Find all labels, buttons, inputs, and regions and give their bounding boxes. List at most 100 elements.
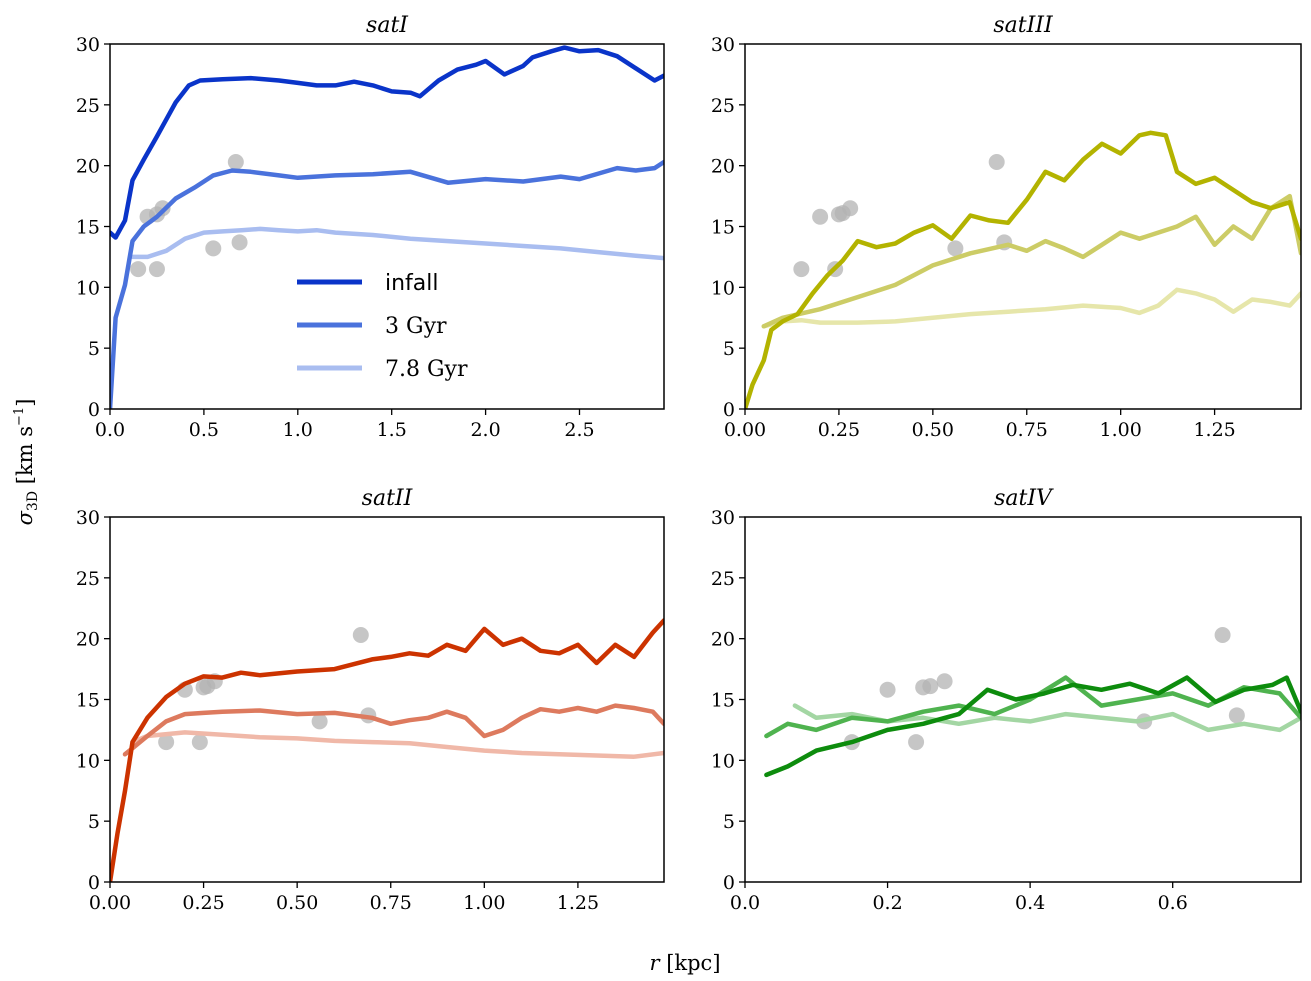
- series-line-infall: [110, 45, 664, 240]
- observed-point: [231, 234, 248, 251]
- observed-point: [158, 734, 175, 751]
- series-line-infall: [745, 130, 1301, 409]
- y-tick-label: 15: [76, 217, 100, 239]
- y-tick-label: 30: [76, 34, 100, 56]
- x-tick-label: 0.25: [818, 419, 860, 441]
- series-lines: [110, 45, 664, 409]
- observed-point: [812, 208, 829, 225]
- y-tick-label: 5: [723, 338, 735, 360]
- x-tick-label: 0.0: [95, 419, 125, 441]
- observed-point: [227, 154, 244, 171]
- series-line-7.8-gyr: [130, 730, 664, 759]
- panel-title: satIII: [993, 13, 1054, 38]
- x-tick-label: 1.00: [1100, 419, 1142, 441]
- x-tick-label: 1.25: [557, 892, 599, 914]
- observed-point: [130, 261, 147, 278]
- observed-point: [922, 678, 939, 695]
- series-line-infall: [764, 675, 1301, 778]
- y-tick-label: 0: [88, 399, 100, 421]
- observed-point: [908, 734, 925, 751]
- series-line-7.8-gyr: [761, 287, 1301, 329]
- y-tick-label: 5: [88, 338, 100, 360]
- x-tick-label: 0.25: [182, 892, 224, 914]
- panel-title: satII: [362, 486, 414, 511]
- series-line-infall: [110, 618, 664, 882]
- y-tick-label: 5: [88, 811, 100, 833]
- x-tick-label: 0.6: [1158, 892, 1188, 914]
- observed-point: [191, 734, 208, 751]
- observed-points: [843, 627, 1245, 751]
- y-tick-label: 30: [711, 507, 735, 529]
- x-tick-label: 0.4: [1015, 892, 1045, 914]
- x-tick-label: 2.0: [470, 419, 500, 441]
- y-tick-label: 30: [76, 507, 100, 529]
- x-tick-label: 0.50: [912, 419, 954, 441]
- panels: satI 0.0 0.5 1.0 1.5 2.0 2.5 0 5 10 15 20 25 30 infall…: [76, 13, 1302, 914]
- x-tick-label: 0.5: [189, 419, 219, 441]
- y-tick-label: 10: [76, 750, 100, 772]
- y-tick-label: 25: [76, 95, 100, 117]
- observed-point: [988, 154, 1005, 171]
- x-tick-label: 1.0: [283, 419, 313, 441]
- y-tick-label: 5: [723, 811, 735, 833]
- observed-point: [1214, 627, 1231, 644]
- observed-point: [947, 240, 964, 257]
- observed-point: [842, 200, 859, 217]
- y-tick-label: 15: [711, 217, 735, 239]
- legend-label: 3 Gyr: [385, 314, 447, 339]
- axes-frame: [109, 516, 665, 883]
- observed-point: [148, 261, 165, 278]
- x-tick-label: 0.75: [1006, 419, 1048, 441]
- y-axis-label: σ3D [km s−1]: [12, 399, 41, 526]
- panel-title: satIV: [994, 486, 1054, 511]
- y-tick-label: 0: [88, 872, 100, 894]
- panel-satI: satI 0.0 0.5 1.0 1.5 2.0 2.5 0 5 10 15 20 25 30 infall…: [76, 13, 665, 441]
- panel-satII: satII 0.00 0.25 0.50 0.75 1.00 1.25 0 5 10 15 20 25 3…: [76, 486, 665, 914]
- observed-point: [879, 681, 896, 698]
- observed-point: [205, 240, 222, 257]
- y-tick-label: 25: [711, 95, 735, 117]
- y-tick-label: 20: [76, 629, 100, 651]
- x-tick-label: 1.5: [377, 419, 407, 441]
- axes-frame: [109, 43, 665, 410]
- series-line-7.8-gyr: [130, 226, 664, 261]
- series-lines: [764, 675, 1301, 778]
- y-tick-label: 25: [711, 568, 735, 590]
- series-lines: [745, 130, 1301, 409]
- x-tick-label: 0.50: [276, 892, 318, 914]
- x-tick-label: 1.25: [1193, 419, 1235, 441]
- series-line-3-gyr: [110, 159, 664, 409]
- observed-point: [936, 673, 953, 690]
- y-tick-label: 15: [711, 690, 735, 712]
- panel-title: satI: [366, 13, 409, 38]
- y-tick-label: 0: [723, 399, 735, 421]
- x-tick-label: 2.5: [564, 419, 594, 441]
- y-tick-label: 0: [723, 872, 735, 894]
- panel-satIII: satIII 0.00 0.25 0.50 0.75 1.00 1.25 0 5 10 15 20 25…: [711, 13, 1302, 441]
- y-tick-label: 25: [76, 568, 100, 590]
- series-line-3-gyr: [761, 193, 1301, 329]
- series-lines: [110, 618, 664, 882]
- y-tick-label: 20: [711, 156, 735, 178]
- x-tick-label: 0.2: [872, 892, 902, 914]
- y-tick-label: 30: [711, 34, 735, 56]
- x-tick-label: 0.00: [724, 419, 766, 441]
- panel-satIV: satIV 0.0 0.2 0.4 0.6 0 5 10 15 20 25 30: [711, 486, 1302, 914]
- y-tick-label: 10: [711, 750, 735, 772]
- observed-point: [793, 261, 810, 278]
- observed-point: [1228, 707, 1245, 724]
- series-line-3-gyr: [122, 703, 664, 757]
- y-tick-label: 15: [76, 690, 100, 712]
- observed-point: [352, 627, 369, 644]
- x-tick-label: 0.75: [370, 892, 412, 914]
- x-tick-label: 0.00: [89, 892, 131, 914]
- x-tick-label: 1.00: [463, 892, 505, 914]
- x-tick-label: 0.0: [730, 892, 760, 914]
- axes-frame: [744, 43, 1302, 410]
- y-tick-label: 20: [711, 629, 735, 651]
- y-tick-label: 20: [76, 156, 100, 178]
- y-tick-label: 10: [711, 277, 735, 299]
- legend: infall 3 Gyr 7.8 Gyr: [297, 271, 468, 382]
- legend-label: infall: [385, 271, 439, 296]
